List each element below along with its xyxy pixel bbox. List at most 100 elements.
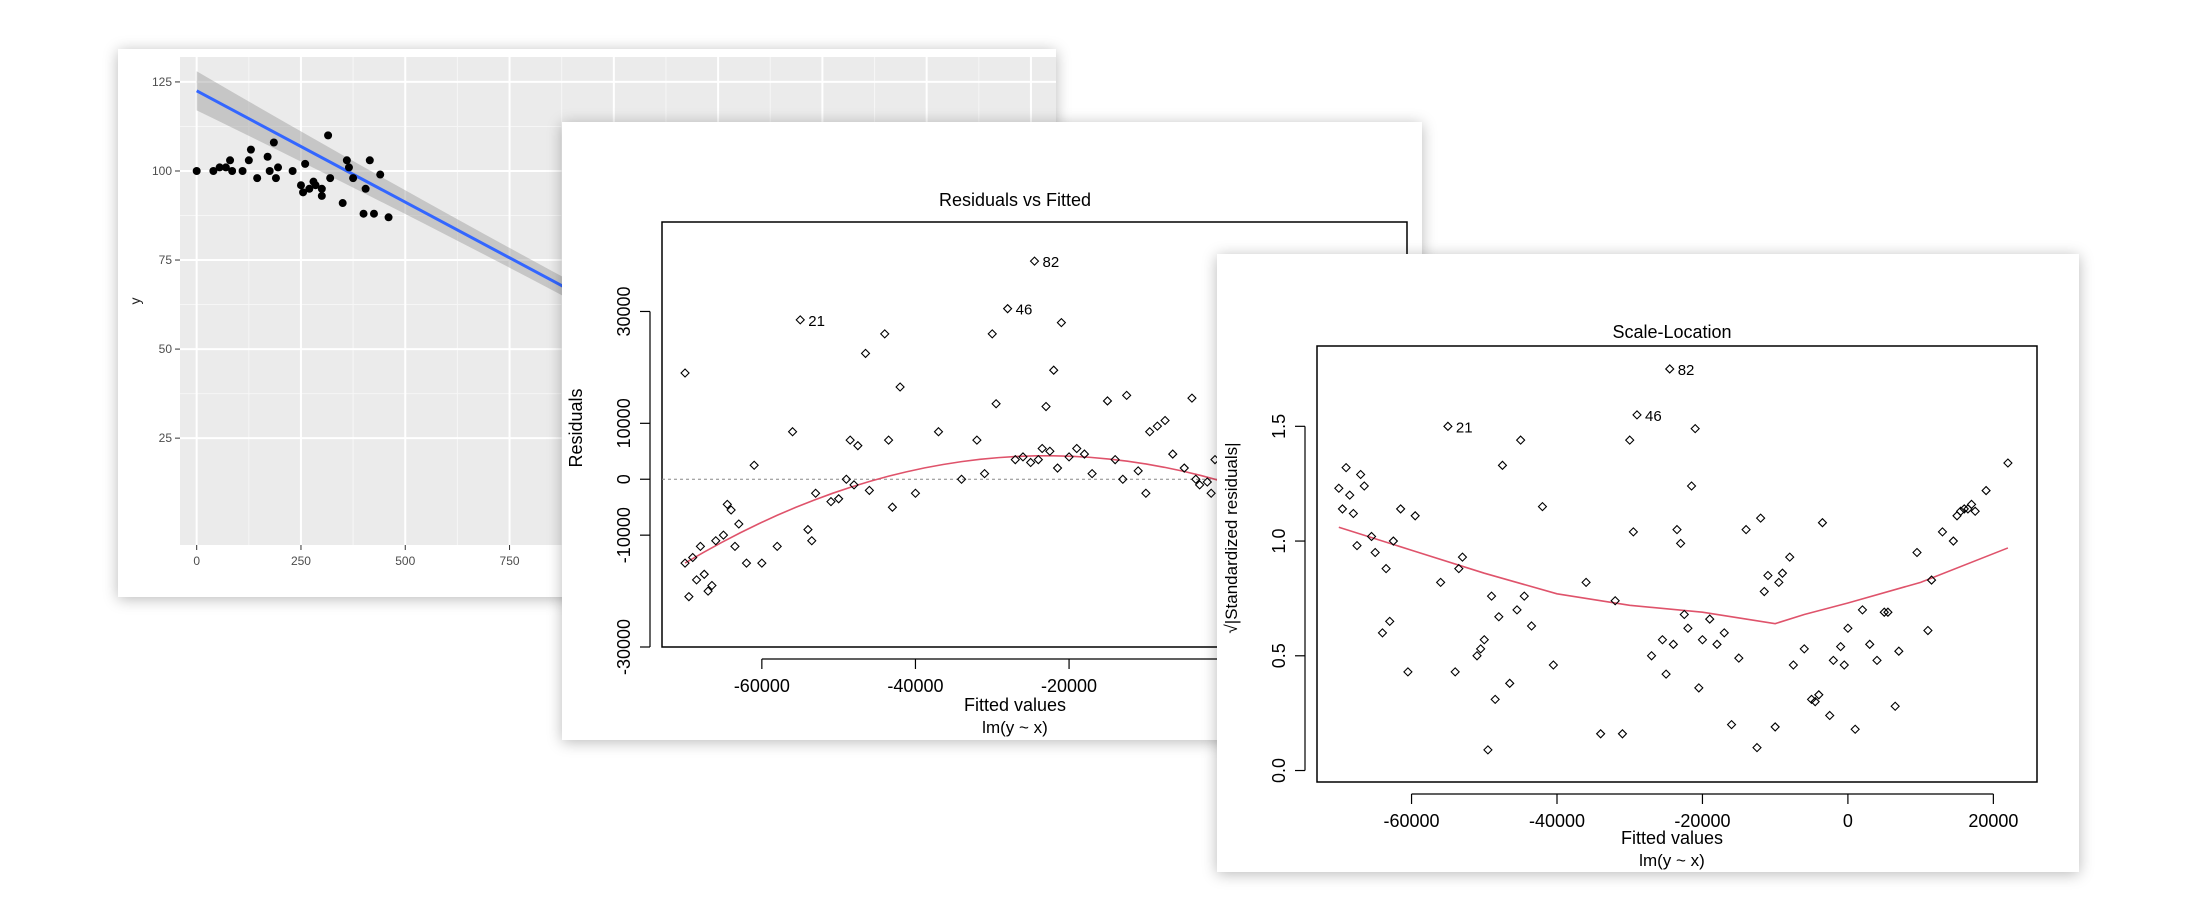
x-tick-label: 250 [291,554,311,568]
data-point [359,209,368,218]
data-point [772,541,782,552]
data-point [699,569,710,580]
data-point [1344,490,1355,500]
data-point [1064,452,1074,462]
data-point [749,460,759,471]
data-point [1041,401,1051,412]
y-tick-label: 125 [152,75,172,89]
data-point [1515,435,1526,445]
data-point [1704,614,1715,624]
data-point [1679,609,1690,620]
data-point [1966,499,1977,510]
data-point [1497,460,1508,471]
data-point [1403,667,1413,677]
data-point [1048,365,1059,375]
data-point [1079,449,1090,459]
data-point [833,494,844,504]
data-point [1519,591,1530,601]
data-point [1857,605,1868,615]
data-point [1712,639,1722,650]
data-point [1526,621,1537,631]
data-point [299,188,308,197]
data-point [1828,655,1839,666]
data-point [271,174,280,183]
data-point [1152,421,1163,431]
x-tick-label: -60000 [1384,811,1440,831]
data-point [1610,595,1620,606]
y-tick-label: 0 [614,474,634,484]
data-point [687,552,698,563]
data-point [1952,511,1962,521]
data-point [841,474,852,485]
x-tick-label: -20000 [1674,811,1730,831]
data-point [730,541,740,552]
data-point [1483,745,1493,755]
data-point [691,575,702,585]
data-point [349,174,358,183]
x-tick-label: 20000 [1968,811,2018,831]
data-point [1959,504,1970,514]
scale-location-chart: Scale-Location -60000 -40000 -20000 0 20000 0… [1222,322,2038,870]
data-point [1337,504,1348,514]
smoother-line [1338,526,2009,625]
data-point [1018,452,1028,462]
chart-title: Scale-Location [1612,322,1731,342]
data-point [274,163,283,172]
data-point [1472,651,1482,661]
data-point [987,329,998,339]
data-point [238,166,247,175]
data-point [1824,710,1835,721]
data-point [1894,646,1904,656]
data-point [1595,729,1606,739]
y-tick-label: -30000 [614,619,634,675]
data-point [1410,511,1420,521]
data-point [1144,426,1155,437]
y-tick-label: 0.0 [1269,758,1289,783]
data-point [1010,454,1021,465]
data-point [1395,504,1406,514]
data-point [864,485,875,496]
data-point [1814,690,1824,700]
data-point [1388,536,1399,546]
data-point [369,209,378,218]
data-point [1879,607,1890,617]
data-point [1981,485,1991,496]
data-point [226,156,235,165]
data-point [192,166,201,175]
data-point [384,213,393,222]
data-point [887,502,898,512]
data-point [1752,742,1762,753]
data-point [1581,577,1591,588]
data-point [301,159,310,168]
point-label: 21 [1456,419,1473,436]
y-tick-label: 75 [159,253,173,267]
data-point [1759,586,1770,597]
x-tick-label: -60000 [734,676,790,696]
data-point [1661,669,1671,679]
data-point [1454,563,1464,574]
data-point [1890,701,1900,712]
data-point [1683,623,1693,634]
data-point [1341,462,1351,473]
data-point [1160,415,1170,426]
data-point [810,488,821,498]
data-point [1110,454,1120,465]
data-point [305,184,314,193]
data-point [365,156,374,165]
data-point [1435,577,1446,588]
data-point [1052,463,1063,473]
data-point [1071,443,1082,454]
data-point [1777,568,1788,578]
data-point [1955,506,1966,516]
data-point [845,435,855,445]
data-point [879,329,890,339]
x-axis-label: Fitted values [1621,828,1723,848]
data-point [265,166,274,175]
data-point [1548,660,1559,670]
data-point [221,163,230,172]
data-point [1167,449,1178,459]
y-tick-label: 50 [159,342,173,356]
data-point [1726,719,1737,730]
x-axis-label: Fitted values [964,695,1066,715]
data-point [1632,410,1642,420]
